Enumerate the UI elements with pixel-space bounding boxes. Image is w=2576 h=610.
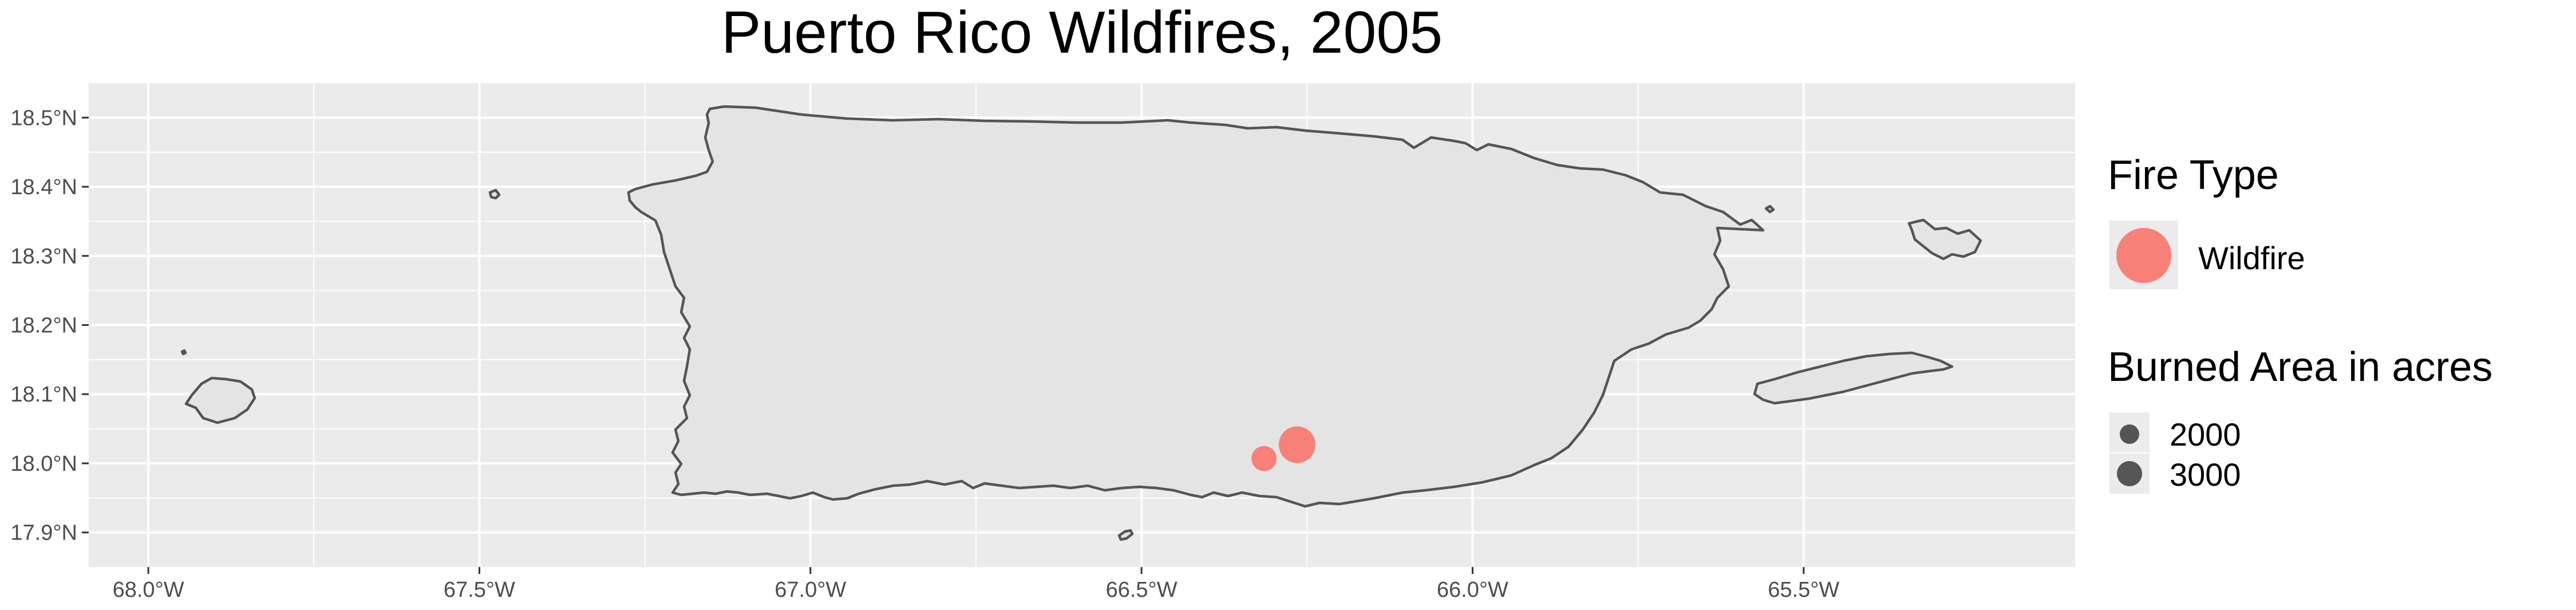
x-tick-label: 67.5°W (444, 578, 515, 602)
y-tick-label: 18.2°N (10, 314, 77, 338)
map-title: Puerto Rico Wildfires, 2005 (721, 0, 1443, 66)
legend-area-label-2000: 2000 (2170, 416, 2241, 452)
culebra-island (1907, 218, 1982, 261)
y-tick-label: 18.0°N (10, 452, 77, 476)
x-tick-label: 65.5°W (1768, 578, 1839, 602)
x-axis: 68.0°W 67.5°W 67.0°W 66.5°W 66.0°W 65.5°W (113, 567, 1839, 602)
wildfire-point (1251, 446, 1277, 471)
y-tick-label: 17.9°N (10, 521, 77, 545)
legend-area-swatch-3000 (2117, 461, 2142, 486)
x-tick-label: 66.5°W (1106, 578, 1178, 602)
legend-area-title: Burned Area in acres (2108, 344, 2492, 390)
x-tick-label: 67.0°W (775, 578, 846, 602)
x-tick-label: 66.0°W (1437, 578, 1508, 602)
legend: Fire Type Wildfire Burned Area in acres … (2108, 152, 2492, 494)
puerto-rico-main-island (627, 105, 1765, 508)
legend-fire-type-title: Fire Type (2108, 152, 2279, 198)
legend-wildfire-label: Wildfire (2198, 240, 2305, 276)
fire-points (1251, 426, 1315, 471)
wildfire-point (1278, 426, 1315, 463)
x-tick-label: 68.0°W (113, 578, 184, 602)
y-axis: 18.5°N 18.4°N 18.3°N 18.2°N 18.1°N 18.0°N 17.9… (10, 106, 89, 545)
y-tick-label: 18.3°N (10, 245, 77, 269)
icacos-cay (1764, 204, 1775, 214)
caja-de-muertos-islet (1117, 529, 1134, 541)
desecheo-island (488, 188, 501, 200)
mona-island (184, 376, 256, 424)
legend-wildfire-swatch (2116, 228, 2171, 283)
y-tick-label: 18.1°N (10, 383, 77, 407)
y-tick-label: 18.4°N (10, 175, 77, 199)
vieques-island (1753, 351, 1954, 405)
legend-area-label-3000: 3000 (2170, 456, 2241, 493)
monito-islet (180, 349, 187, 356)
y-tick-label: 18.5°N (10, 106, 77, 130)
land-masses (180, 105, 1982, 541)
legend-area-swatch-2000 (2120, 424, 2139, 444)
